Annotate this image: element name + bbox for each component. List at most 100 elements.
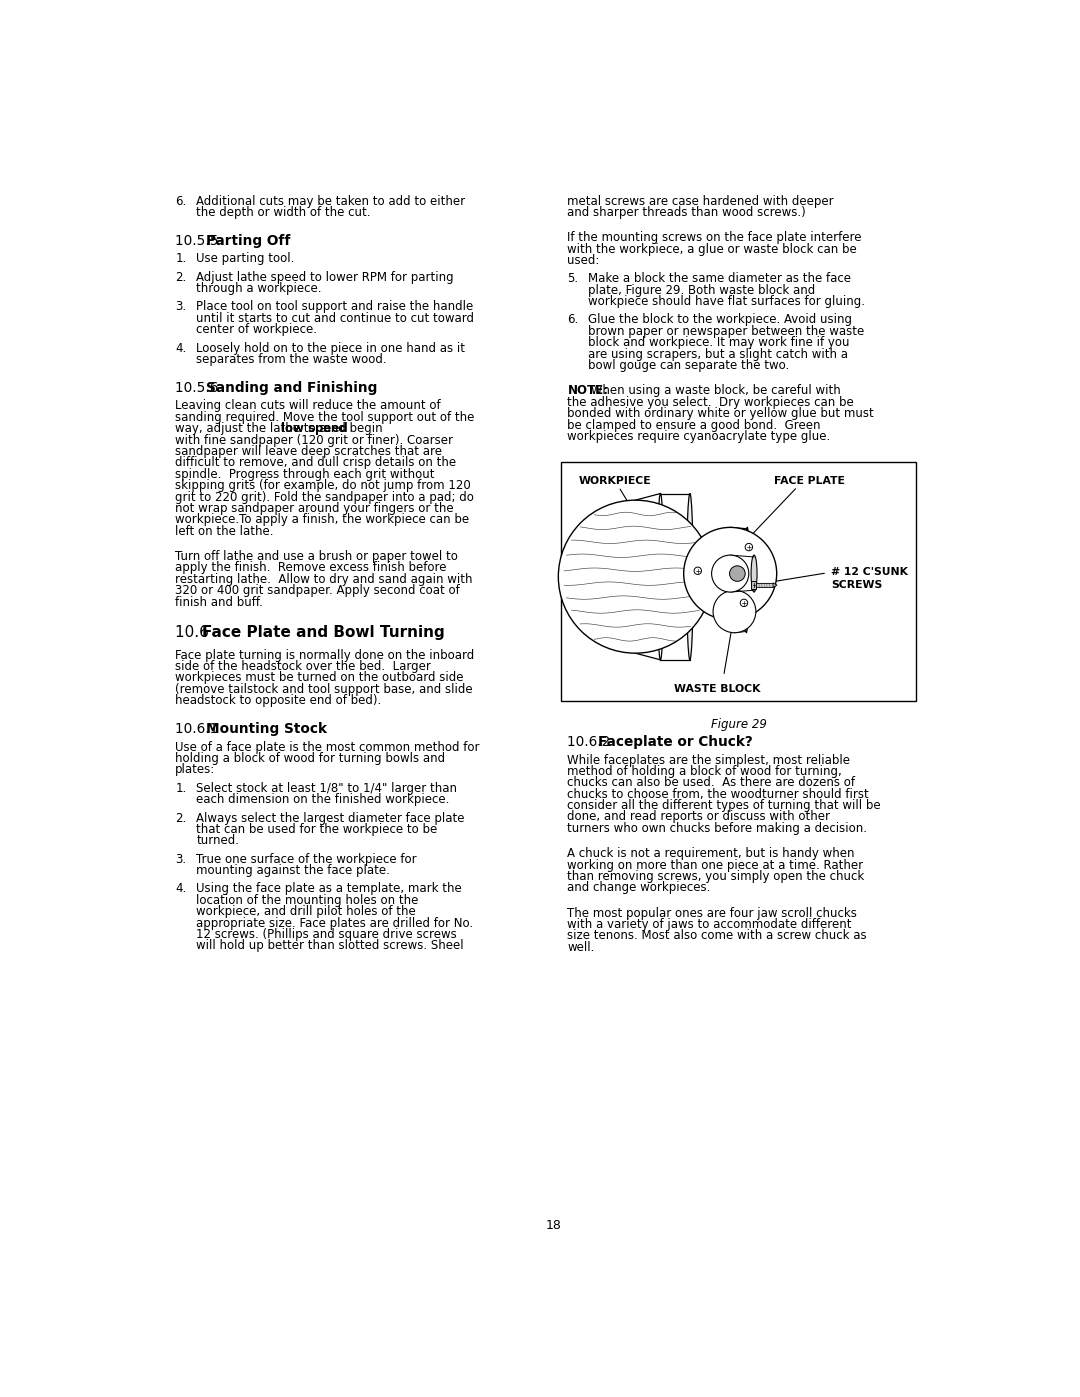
Text: The most popular ones are four jaw scroll chucks: The most popular ones are four jaw scrol… [567,907,858,919]
Text: WORKPIECE: WORKPIECE [578,476,651,486]
Circle shape [684,528,777,620]
Text: center of workpiece.: center of workpiece. [197,323,318,337]
Text: method of holding a block of wood for turning,: method of holding a block of wood for tu… [567,766,842,778]
Text: consider all the different types of turning that will be: consider all the different types of turn… [567,799,881,812]
Text: If the mounting screws on the face plate interfere: If the mounting screws on the face plate… [567,232,862,244]
Bar [751,581,756,588]
Text: Always select the largest diameter face plate: Always select the largest diameter face … [197,812,464,824]
Text: with fine sandpaper (120 grit or finer). Coarser: with fine sandpaper (120 grit or finer).… [175,433,454,447]
Text: # 12 C'SUNK: # 12 C'SUNK [831,567,908,577]
Text: sandpaper will leave deep scratches that are: sandpaper will leave deep scratches that… [175,446,443,458]
Text: Use parting tool.: Use parting tool. [197,253,295,265]
Text: True one surface of the workpiece for: True one surface of the workpiece for [197,852,417,866]
Text: 1.: 1. [175,253,187,265]
Text: brown paper or newspaper between the waste: brown paper or newspaper between the was… [589,326,865,338]
Text: bowl gouge can separate the two.: bowl gouge can separate the two. [589,359,789,372]
Text: While faceplates are the simplest, most reliable: While faceplates are the simplest, most … [567,753,850,767]
Text: than removing screws, you simply open the chuck: than removing screws, you simply open th… [567,870,865,883]
Text: turners who own chucks before making a decision.: turners who own chucks before making a d… [567,821,867,835]
Text: well.: well. [567,940,595,954]
Text: plates:: plates: [175,764,216,777]
Text: until it starts to cut and continue to cut toward: until it starts to cut and continue to c… [197,312,474,326]
Text: workpiece, and drill pilot holes of the: workpiece, and drill pilot holes of the [197,905,416,918]
Text: Turn off lathe and use a brush or paper towel to: Turn off lathe and use a brush or paper … [175,550,458,563]
Text: 2.: 2. [175,271,187,284]
Text: workpiece.To apply a finish, the workpiece can be: workpiece.To apply a finish, the workpie… [175,513,470,527]
Text: sanding required. Move the tool support out of the: sanding required. Move the tool support … [175,411,475,423]
Text: 320 or 400 grit sandpaper. Apply second coat of: 320 or 400 grit sandpaper. Apply second … [175,584,460,597]
Text: 4.: 4. [175,883,187,895]
Circle shape [558,500,713,654]
Text: 10.6.2: 10.6.2 [567,735,616,749]
Text: 18: 18 [545,1218,562,1232]
Text: chucks to choose from, the woodturner should first: chucks to choose from, the woodturner sh… [567,788,869,800]
Text: restarting lathe.  Allow to dry and sand again with: restarting lathe. Allow to dry and sand … [175,573,473,585]
Text: 3.: 3. [175,300,187,313]
Text: workpieces must be turned on the outboard side: workpieces must be turned on the outboar… [175,672,463,685]
Ellipse shape [745,590,747,633]
Text: apply the finish.  Remove excess finish before: apply the finish. Remove excess finish b… [175,562,447,574]
Text: block and workpiece. It may work fine if you: block and workpiece. It may work fine if… [589,337,850,349]
Text: workpieces require cyanoacrylate type glue.: workpieces require cyanoacrylate type gl… [567,430,831,443]
Text: Use of a face plate is the most common method for: Use of a face plate is the most common m… [175,740,480,754]
Text: appropriate size. Face plates are drilled for No.: appropriate size. Face plates are drille… [197,916,473,929]
Text: are using scrapers, but a slight catch with a: are using scrapers, but a slight catch w… [589,348,849,360]
Text: Mounting Stock: Mounting Stock [206,722,327,736]
Text: low speed: low speed [281,422,348,436]
Text: Faceplate or Chuck?: Faceplate or Chuck? [598,735,753,749]
Text: done, and read reports or discuss with other: done, and read reports or discuss with o… [567,810,831,823]
Text: working on more than one piece at a time. Rather: working on more than one piece at a time… [567,859,864,872]
Text: turned.: turned. [197,834,240,848]
Text: not wrap sandpaper around your fingers or the: not wrap sandpaper around your fingers o… [175,502,454,515]
Text: Figure 29: Figure 29 [711,718,767,731]
Text: 6.: 6. [567,313,579,327]
Text: A chuck is not a requirement, but is handy when: A chuck is not a requirement, but is han… [567,847,855,861]
Text: plate, Figure 29. Both waste block and: plate, Figure 29. Both waste block and [589,284,815,296]
Text: 5.: 5. [567,272,579,285]
Text: Sanding and Finishing: Sanding and Finishing [206,380,378,394]
Text: the depth or width of the cut.: the depth or width of the cut. [197,205,370,219]
Text: holding a block of wood for turning bowls and: holding a block of wood for turning bowl… [175,752,445,766]
Bar [562,462,916,701]
Text: the adhesive you select.  Dry workpieces can be: the adhesive you select. Dry workpieces … [567,395,854,409]
Text: Face plate turning is normally done on the inboard: Face plate turning is normally done on t… [175,648,474,662]
Text: spindle.  Progress through each grit without: spindle. Progress through each grit with… [175,468,435,481]
Circle shape [712,555,748,592]
Text: metal screws are case hardened with deeper: metal screws are case hardened with deep… [567,194,834,208]
Text: used:: used: [567,254,599,267]
Ellipse shape [658,493,664,659]
Circle shape [730,566,745,581]
Text: 1.: 1. [175,782,187,795]
Ellipse shape [687,493,693,659]
Text: 3.: 3. [175,852,187,866]
Text: Make a block the same diameter as the face: Make a block the same diameter as the fa… [589,272,851,285]
Text: Loosely hold on to the piece in one hand as it: Loosely hold on to the piece in one hand… [197,342,465,355]
Text: grit to 220 grit). Fold the sandpaper into a pad; do: grit to 220 grit). Fold the sandpaper in… [175,490,474,503]
Text: through a workpiece.: through a workpiece. [197,282,322,295]
Text: each dimension on the finished workpiece.: each dimension on the finished workpiece… [197,793,449,806]
Text: mounting against the face plate.: mounting against the face plate. [197,865,390,877]
Text: skipping grits (for example, do not jump from 120: skipping grits (for example, do not jump… [175,479,471,492]
Text: Adjust lathe speed to lower RPM for parting: Adjust lathe speed to lower RPM for part… [197,271,454,284]
Ellipse shape [751,555,757,592]
Text: size tenons. Most also come with a screw chuck as: size tenons. Most also come with a screw… [567,929,867,943]
Text: with a variety of jaws to accommodate different: with a variety of jaws to accommodate di… [567,918,852,930]
Text: bonded with ordinary white or yellow glue but must: bonded with ordinary white or yellow glu… [567,407,874,420]
Text: Parting Off: Parting Off [206,233,291,247]
Text: 2.: 2. [175,812,187,824]
Circle shape [694,567,702,574]
Circle shape [740,599,747,606]
Text: SCREWS: SCREWS [831,580,882,590]
Text: , and begin: , and begin [316,422,383,436]
Text: 10.6.1: 10.6.1 [175,722,222,736]
Circle shape [713,590,756,633]
Text: separates from the waste wood.: separates from the waste wood. [197,353,387,366]
Text: will hold up better than slotted screws. Sheel: will hold up better than slotted screws.… [197,939,463,953]
Text: 10.5.5: 10.5.5 [175,233,224,247]
Text: 6.: 6. [175,194,187,208]
Text: FACE PLATE: FACE PLATE [774,476,845,486]
Text: Leaving clean cuts will reduce the amount of: Leaving clean cuts will reduce the amoun… [175,400,441,412]
Text: Place tool on tool support and raise the handle: Place tool on tool support and raise the… [197,300,473,313]
Text: location of the mounting holes on the: location of the mounting holes on the [197,894,419,907]
Text: side of the headstock over the bed.  Larger: side of the headstock over the bed. Larg… [175,661,431,673]
